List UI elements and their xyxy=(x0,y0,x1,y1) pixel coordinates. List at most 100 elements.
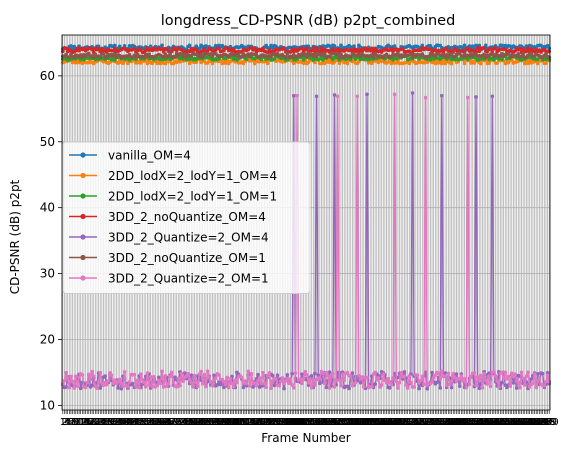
data-point xyxy=(443,371,447,375)
data-point xyxy=(150,384,155,389)
x-tick-label: 236 xyxy=(436,417,455,428)
x-tick-label: 10 xyxy=(71,417,84,428)
data-point xyxy=(412,385,416,389)
data-point xyxy=(319,46,324,50)
x-tick-label: 46 xyxy=(130,417,143,428)
x-tick-label: 164 xyxy=(318,417,337,428)
x-tick-label: 272 xyxy=(494,417,513,428)
y-tick-label: 50 xyxy=(40,135,55,149)
x-tick-label: 204 xyxy=(383,417,402,428)
x-tick-label: 251 xyxy=(460,417,479,428)
x-tick-label: 112 xyxy=(234,417,253,428)
data-point xyxy=(335,52,340,56)
x-tick-label: 172 xyxy=(331,417,350,428)
data-point xyxy=(487,371,491,376)
x-tick-label: 90 xyxy=(201,417,214,428)
x-tick-label: 110 xyxy=(231,417,250,428)
data-point xyxy=(166,381,171,386)
legend-label: 3DD_2_noQuantize_OM=4 xyxy=(108,210,266,224)
data-point xyxy=(72,386,76,390)
x-tick-label: 145 xyxy=(288,417,307,428)
data-point xyxy=(331,46,335,51)
data-point xyxy=(482,46,486,50)
x-tick-label: 253 xyxy=(463,417,482,428)
x-tick-label: 26 xyxy=(97,417,110,428)
data-point xyxy=(399,370,403,375)
data-point xyxy=(179,371,184,376)
data-point xyxy=(104,55,109,60)
data-point xyxy=(113,43,117,48)
x-tick-label: 261 xyxy=(476,417,495,428)
legend-marker xyxy=(80,172,86,179)
data-point xyxy=(212,373,216,378)
x-tick-label: 245 xyxy=(450,417,469,428)
x-tick-label: 71 xyxy=(170,417,183,428)
data-point xyxy=(342,378,347,383)
x-tick-label: 152 xyxy=(299,417,318,428)
x-tick-label: 191 xyxy=(362,417,381,428)
x-tick-label: 83 xyxy=(190,417,203,428)
x-tick-label: 175 xyxy=(336,417,355,428)
data-point xyxy=(410,55,415,59)
data-point xyxy=(132,372,137,377)
data-point xyxy=(244,57,249,62)
data-point xyxy=(313,383,317,387)
data-point xyxy=(174,385,179,389)
data-point xyxy=(477,378,482,383)
x-tick-label: 201 xyxy=(379,417,398,428)
data-point xyxy=(252,381,257,385)
x-tick-label: 177 xyxy=(340,417,359,428)
x-tick-label: 20 xyxy=(87,417,100,428)
x-tick-label: 53 xyxy=(141,417,154,428)
x-tick-label: 59 xyxy=(151,417,164,428)
x-tick-label: 246 xyxy=(452,417,471,428)
x-tick-label: 126 xyxy=(257,417,276,428)
x-tick-label: 51 xyxy=(138,417,151,428)
x-tick-label: 208 xyxy=(390,417,409,428)
data-point xyxy=(329,374,334,379)
x-tick-label: 95 xyxy=(209,417,222,428)
x-tick-label: 91 xyxy=(203,417,216,428)
data-point xyxy=(454,372,459,376)
data-point xyxy=(441,50,446,54)
x-tick-label: 117 xyxy=(242,417,261,428)
x-tick-label: 205 xyxy=(385,417,404,428)
data-point xyxy=(318,381,322,386)
data-point xyxy=(339,52,343,56)
x-tick-label: 242 xyxy=(445,417,464,428)
x-tick-label: 185 xyxy=(353,417,372,428)
data-point xyxy=(355,94,360,99)
legend-label: vanilla_OM=4 xyxy=(108,149,191,163)
x-tick-label: 268 xyxy=(488,417,507,428)
data-point xyxy=(353,57,358,61)
y-axis-label: CD-PSNR (dB) p2pt xyxy=(8,179,22,294)
data-point xyxy=(103,374,107,378)
data-point xyxy=(301,377,306,381)
data-point xyxy=(327,54,332,59)
y-tick-label: 20 xyxy=(40,332,55,346)
data-point xyxy=(428,47,433,51)
data-point xyxy=(200,55,205,59)
x-tick-label: 263 xyxy=(479,417,498,428)
x-tick-label: 280 xyxy=(507,417,526,428)
x-tick-label: 131 xyxy=(265,417,284,428)
data-point xyxy=(373,370,377,375)
data-point xyxy=(500,43,504,48)
x-tick-label: 258 xyxy=(471,417,490,428)
data-point xyxy=(222,385,226,390)
data-point xyxy=(454,379,459,384)
data-point xyxy=(143,384,148,389)
data-point xyxy=(256,378,260,383)
data-point xyxy=(184,57,189,62)
data-point xyxy=(433,373,438,377)
x-tick-label: 255 xyxy=(466,417,485,428)
y-tick-label: 30 xyxy=(40,267,55,281)
data-point xyxy=(331,371,335,376)
data-point xyxy=(292,386,296,390)
x-tick-label: 188 xyxy=(357,417,376,428)
x-tick-label: 298 xyxy=(536,417,555,428)
data-point xyxy=(61,381,65,386)
data-point xyxy=(500,380,504,385)
x-tick-label: 140 xyxy=(279,417,298,428)
data-point xyxy=(305,55,309,60)
